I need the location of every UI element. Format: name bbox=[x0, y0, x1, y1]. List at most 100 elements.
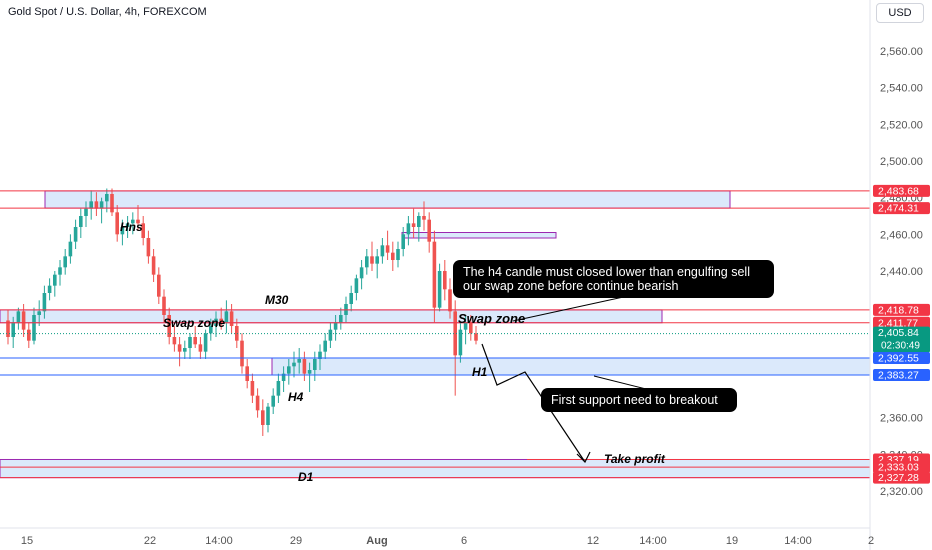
price-label[interactable]: 2,392.55 bbox=[873, 351, 930, 365]
candle[interactable] bbox=[307, 362, 312, 392]
candle[interactable] bbox=[302, 351, 307, 381]
candle[interactable] bbox=[385, 230, 390, 260]
candle[interactable] bbox=[437, 263, 442, 312]
candle[interactable] bbox=[463, 315, 468, 345]
candle[interactable] bbox=[27, 322, 31, 348]
candle[interactable] bbox=[94, 192, 99, 216]
candle[interactable] bbox=[198, 337, 203, 359]
candle[interactable] bbox=[469, 315, 473, 341]
zone-d1[interactable] bbox=[0, 458, 871, 479]
candle[interactable] bbox=[261, 399, 265, 436]
candle[interactable] bbox=[183, 340, 187, 359]
candle[interactable] bbox=[68, 234, 73, 264]
candle[interactable] bbox=[125, 216, 130, 238]
candle[interactable] bbox=[271, 388, 275, 414]
candle[interactable] bbox=[63, 249, 67, 275]
candle[interactable] bbox=[235, 318, 239, 348]
zone-hns[interactable] bbox=[44, 190, 731, 209]
projection-path[interactable] bbox=[481, 343, 586, 463]
candle[interactable] bbox=[349, 285, 353, 312]
candle[interactable] bbox=[79, 208, 83, 238]
candle[interactable] bbox=[84, 201, 88, 227]
zone-swap-zone[interactable] bbox=[0, 309, 663, 324]
candle[interactable] bbox=[146, 230, 151, 264]
candle[interactable] bbox=[411, 208, 416, 238]
candle[interactable] bbox=[219, 307, 223, 330]
candle[interactable] bbox=[318, 344, 322, 370]
candle[interactable] bbox=[229, 304, 234, 334]
candle[interactable] bbox=[141, 216, 145, 246]
candle[interactable] bbox=[162, 289, 166, 323]
candle[interactable] bbox=[365, 249, 369, 275]
candle[interactable] bbox=[203, 329, 208, 359]
candle[interactable] bbox=[99, 197, 104, 224]
price-label[interactable]: 2,411.77 bbox=[873, 316, 930, 330]
candle[interactable] bbox=[250, 373, 255, 403]
price-label[interactable]: 2,483.68 bbox=[873, 184, 930, 198]
candle[interactable] bbox=[47, 278, 52, 301]
candle[interactable] bbox=[151, 249, 156, 282]
zone-small-top[interactable] bbox=[401, 232, 557, 239]
candle[interactable] bbox=[422, 201, 426, 231]
candle[interactable] bbox=[73, 219, 78, 249]
candle[interactable] bbox=[432, 230, 437, 323]
candle[interactable] bbox=[281, 366, 286, 392]
candle[interactable] bbox=[380, 238, 385, 264]
candle[interactable] bbox=[177, 337, 182, 367]
candle[interactable] bbox=[11, 316, 15, 348]
candle[interactable] bbox=[157, 267, 161, 304]
candle[interactable] bbox=[21, 304, 26, 337]
candle[interactable] bbox=[37, 300, 41, 326]
candle[interactable] bbox=[396, 241, 400, 268]
candle[interactable] bbox=[188, 333, 192, 359]
time-axis[interactable]: 15 22 14:00 29 Aug 6 12 14:00 19 14:00 2 bbox=[21, 535, 874, 547]
candle[interactable] bbox=[115, 205, 119, 242]
candle[interactable] bbox=[53, 271, 57, 297]
price-label[interactable]: 2,405.84 02:30:49 bbox=[873, 326, 930, 353]
candle[interactable] bbox=[224, 300, 229, 334]
candle[interactable] bbox=[136, 205, 140, 231]
candle[interactable] bbox=[240, 333, 244, 374]
candle[interactable] bbox=[193, 326, 197, 348]
candle[interactable] bbox=[58, 260, 62, 286]
candle[interactable] bbox=[297, 348, 301, 374]
candle[interactable] bbox=[443, 260, 447, 301]
candle[interactable] bbox=[167, 307, 171, 345]
candle[interactable] bbox=[391, 241, 395, 271]
price-axis[interactable]: 2,560.002,540.002,520.002,500.002,480.00… bbox=[880, 46, 923, 498]
candle[interactable] bbox=[42, 285, 47, 319]
price-label[interactable]: 2,383.27 bbox=[873, 369, 930, 382]
candle[interactable] bbox=[406, 216, 411, 246]
zone-h1[interactable] bbox=[271, 357, 871, 376]
candle[interactable] bbox=[323, 333, 327, 359]
candle[interactable] bbox=[417, 212, 421, 242]
candle[interactable] bbox=[333, 315, 338, 341]
price-label[interactable]: 2,474.31 bbox=[873, 202, 930, 215]
candle[interactable] bbox=[245, 359, 249, 389]
candle[interactable] bbox=[354, 274, 359, 301]
candle[interactable] bbox=[359, 260, 364, 290]
price-label[interactable]: 2,327.28 bbox=[873, 471, 930, 485]
candle[interactable] bbox=[172, 326, 177, 352]
candle[interactable] bbox=[453, 300, 457, 396]
candle[interactable] bbox=[458, 322, 463, 363]
candle[interactable] bbox=[375, 249, 379, 279]
candle[interactable] bbox=[292, 351, 296, 378]
candle[interactable] bbox=[328, 322, 333, 348]
candle[interactable] bbox=[110, 188, 114, 217]
candle[interactable] bbox=[474, 326, 478, 345]
candle[interactable] bbox=[401, 227, 405, 257]
candle[interactable] bbox=[287, 359, 291, 385]
candle[interactable] bbox=[32, 307, 36, 345]
price-label[interactable]: 2,418.78 bbox=[873, 303, 930, 317]
candle[interactable] bbox=[131, 212, 135, 235]
candle[interactable] bbox=[89, 190, 93, 220]
price-label[interactable]: 2,333.03 bbox=[873, 461, 930, 474]
candle[interactable] bbox=[370, 241, 374, 271]
currency-button[interactable]: USD bbox=[876, 3, 924, 23]
candle[interactable] bbox=[339, 307, 343, 330]
candle[interactable] bbox=[448, 278, 452, 319]
candle[interactable] bbox=[255, 388, 260, 418]
candle[interactable] bbox=[276, 373, 281, 403]
